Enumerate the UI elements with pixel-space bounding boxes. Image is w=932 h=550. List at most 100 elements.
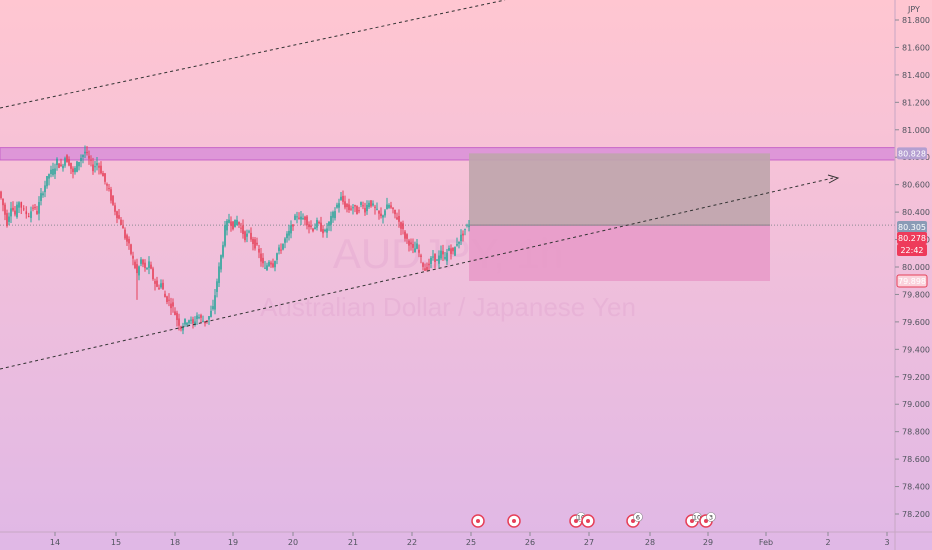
candle-body (12, 207, 14, 211)
candle-body (310, 225, 312, 228)
candle-body (60, 164, 62, 166)
candle-body (174, 311, 176, 315)
candle-body (468, 226, 470, 228)
candle-body (356, 206, 358, 215)
candle-body (16, 204, 18, 218)
candle-body (348, 204, 350, 211)
plot-area[interactable] (0, 0, 895, 370)
candle-body (294, 215, 296, 220)
candle-body (58, 163, 60, 168)
candle-body (450, 248, 452, 254)
candle-body (50, 169, 52, 174)
price-tick-label: 81.200 (902, 98, 930, 107)
candle-body (442, 251, 444, 255)
candle-body (170, 303, 172, 309)
candle-body (444, 257, 446, 259)
candle-body (352, 207, 354, 209)
candle-body (40, 193, 42, 201)
price-tick-label: 80.600 (902, 181, 930, 190)
candle-body (176, 312, 178, 321)
event-count-badge (633, 512, 643, 522)
upper-channel-line (0, 0, 506, 109)
currency-label: JPY (907, 5, 920, 14)
candle-body (0, 191, 2, 198)
candle-body (110, 189, 112, 201)
candle-body (172, 302, 174, 307)
price-tick-label: 80.400 (902, 208, 930, 217)
candle-body (362, 205, 364, 207)
event-marker-icon (507, 514, 521, 528)
candle-body (108, 188, 110, 190)
candle-body (44, 185, 46, 193)
candle-body (436, 259, 438, 261)
price-tick-label: 78.600 (902, 455, 930, 464)
candle-body (64, 158, 66, 166)
candle-body (342, 195, 344, 202)
candle-body (454, 247, 456, 256)
candle-body (462, 233, 464, 236)
candle-body (296, 216, 298, 218)
candle-body (82, 155, 84, 158)
candle-body (118, 215, 120, 219)
candle-body (150, 264, 152, 269)
candle-body (42, 193, 44, 196)
candle-body (336, 204, 338, 208)
price-tick-label: 80.000 (902, 263, 930, 272)
candle-body (252, 238, 254, 245)
candle-body (134, 261, 136, 269)
price-axis[interactable]: JPY81.80081.60081.40081.20081.00080.8008… (895, 5, 930, 519)
candle-body (88, 155, 90, 159)
candle-body (434, 253, 436, 262)
candle-body (288, 230, 290, 236)
candle-body (376, 208, 378, 210)
candle-body (6, 213, 8, 226)
candle-body (378, 210, 380, 214)
event-marker-icon (471, 514, 485, 528)
time-tick-label: 14 (50, 538, 60, 547)
candle-body (70, 162, 72, 169)
candle-body (242, 225, 244, 235)
candle-body (420, 255, 422, 257)
candle-body (464, 228, 466, 230)
candle-body (394, 209, 396, 215)
candle-body (220, 255, 222, 270)
candle-body (264, 267, 266, 269)
candle-body (100, 165, 102, 174)
candle-body (424, 268, 426, 271)
candle-body (338, 203, 340, 208)
candle-body (368, 202, 370, 208)
candle-body (160, 283, 162, 288)
candle-body (456, 244, 458, 246)
candle-body (140, 259, 142, 264)
candle-body (66, 155, 68, 163)
candle-body (188, 320, 190, 324)
candle-body (314, 227, 316, 230)
candle-body (25, 211, 28, 215)
candle-body (262, 257, 264, 264)
candle-body (34, 207, 36, 209)
candle-body (256, 242, 258, 245)
candle-body (90, 159, 92, 161)
candle-body (392, 207, 394, 210)
resistance-price-badge-bg (897, 147, 927, 160)
price-tick-label: 78.400 (902, 483, 930, 492)
candle-body (466, 224, 468, 226)
candle-body (334, 211, 336, 219)
candle-body (96, 163, 98, 166)
candle-body (104, 173, 106, 182)
candle-body (308, 224, 310, 228)
candle-body (148, 261, 150, 268)
lower-channel-line (0, 177, 834, 370)
time-tick-label: 20 (288, 538, 298, 547)
candle-body (254, 239, 256, 249)
time-axis[interactable]: 14 15 18 19 20 21 22 25 26 27 28 29 Feb 2 3 (50, 532, 890, 547)
candle-body (326, 228, 328, 233)
event-dot (476, 519, 480, 523)
candle-body (320, 222, 322, 232)
candle-body (374, 206, 376, 208)
candle-body (330, 216, 332, 225)
price-tick-label: 79.200 (902, 373, 930, 382)
price-tick-label: 81.600 (902, 43, 930, 52)
